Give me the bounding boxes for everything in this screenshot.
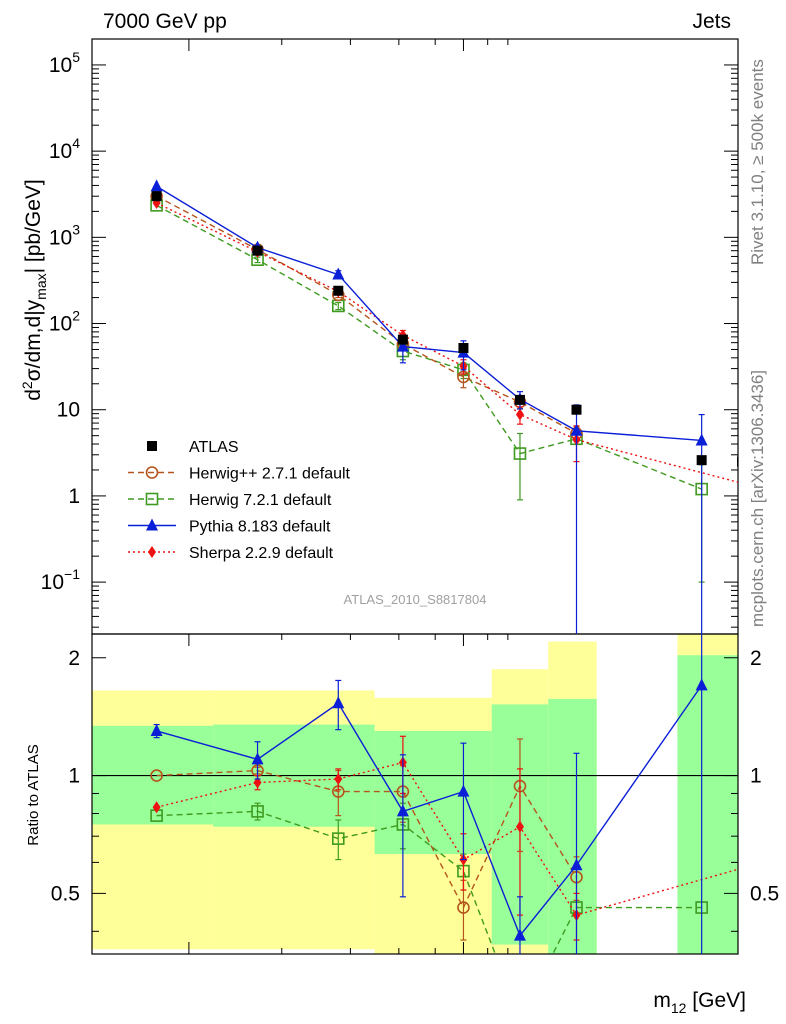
ratio-ytick-label-left-1: 1 [68,765,80,788]
x-axis-label: m12 [GeV] [653,989,746,1016]
main-sherpa-point [515,408,524,421]
ratio-herwig7-point [251,805,264,818]
ratio-ytick-label-left-2: 2 [68,647,80,670]
ratio-sherpa-point [152,801,161,814]
legend-label-atlas: ATLAS [189,439,239,456]
ratio-y-axis-ticks: 0.5 0.5 1 1 2 2 [51,647,779,932]
ratio-ytick-label-right-0: 0.5 [750,882,779,905]
legend-label-herwigpp: Herwig++ 2.7.1 default [189,466,351,483]
ratio-pythia-point [251,752,264,765]
main-herwig7-point [513,447,527,460]
main-herwigpp-line [156,195,577,435]
main-y-axis-label: d2σ/dm,d|ymax| [pb/GeV] [19,179,49,401]
ratio-sherpa-point [334,772,343,785]
ratio-herwig7-line [156,810,702,954]
ratio-ytick-label-left-0: 0.5 [51,882,80,905]
main-ytick-label-5: 1 [68,485,80,508]
main-ytick-label-2: 103 [49,221,80,249]
ratio-herwigpp-point [457,901,470,914]
main-pythia-line [156,185,702,442]
ratio-ytick-label-right-1: 1 [750,765,762,788]
main-panel-series [150,179,746,634]
ratio-pythia-point [396,804,409,817]
ratio-pythia-point [457,784,470,797]
ratio-sherpa-point [515,820,524,833]
main-herwig7-line [156,204,702,490]
ratio-pythia-line [156,684,703,937]
main-atlas-point [397,334,408,345]
ratio-band-green-4 [548,698,597,954]
analysis-watermark: ATLAS_2010_S8817804 [344,592,487,607]
main-atlas-point [696,455,707,466]
ratio-y-axis-label: Ratio to ATLAS [25,744,42,845]
ratio-sherpa-point [738,862,746,874]
ratio-plot-frame [91,633,739,955]
main-pythia-point [396,339,409,352]
ratio-pythia-point [332,696,345,709]
legend-marker-herwig7 [145,492,159,506]
ratio-pythia-point [513,928,526,941]
main-sherpa-line [156,202,738,483]
legend-label-pythia: Pythia 8.183 default [189,519,331,536]
main-ytick-label-6: 10−1 [41,566,81,594]
legend-marker-herwigpp [145,466,159,479]
legend-marker-sherpa [148,546,156,558]
legend: ATLAS Herwig++ 2.7.1 default Herwig 7.2.1 … [128,439,351,562]
main-pythia-point [332,267,345,280]
main-atlas-point [252,245,263,256]
main-pythia-point [150,179,163,192]
main-atlas-point [458,343,469,354]
x-axis-ticks [188,39,509,954]
main-atlas-point [514,394,525,405]
ratio-herwig7-point [331,832,345,845]
mcplots-reference-label: mcplots.cern.ch [arXiv:1306.3436] [748,370,767,627]
ratio-herwig7-point [514,1013,525,1024]
legend-label-sherpa: Sherpa 2.2.9 default [189,545,334,562]
ratio-band-green-2 [374,730,492,855]
rivet-version-label: Rivet 3.1.10, ≥ 500k events [748,59,767,265]
main-pythia-point [570,423,583,436]
main-atlas-point [333,285,344,296]
main-atlas-point [571,404,582,415]
main-pythia-point [695,433,708,446]
legend-label-herwig7: Herwig 7.2.1 default [189,492,332,509]
header-left-label: 7000 GeV pp [103,10,227,33]
ratio-band-green-5 [677,655,738,954]
ratio-ytick-label-right-2: 2 [750,647,762,670]
main-atlas-point [737,456,738,467]
main-ytick-label-1: 104 [49,135,80,163]
main-atlas-point [151,191,162,202]
ratio-pythia-point [570,858,583,871]
legend-marker-atlas [147,441,157,451]
main-ytick-label-3: 102 [49,308,80,336]
ratio-herwigpp-point [150,769,163,782]
legend-marker-pythia [146,518,158,531]
main-sherpa-point [738,477,746,489]
main-ytick-label-0: 105 [49,49,80,77]
ratio-pythia-point [150,723,163,736]
header-right-label: Jets [692,10,731,33]
ratio-pythia-point [695,678,708,691]
main-ytick-label-4: 10 [57,399,80,422]
ratio-panel-series [150,634,746,1024]
